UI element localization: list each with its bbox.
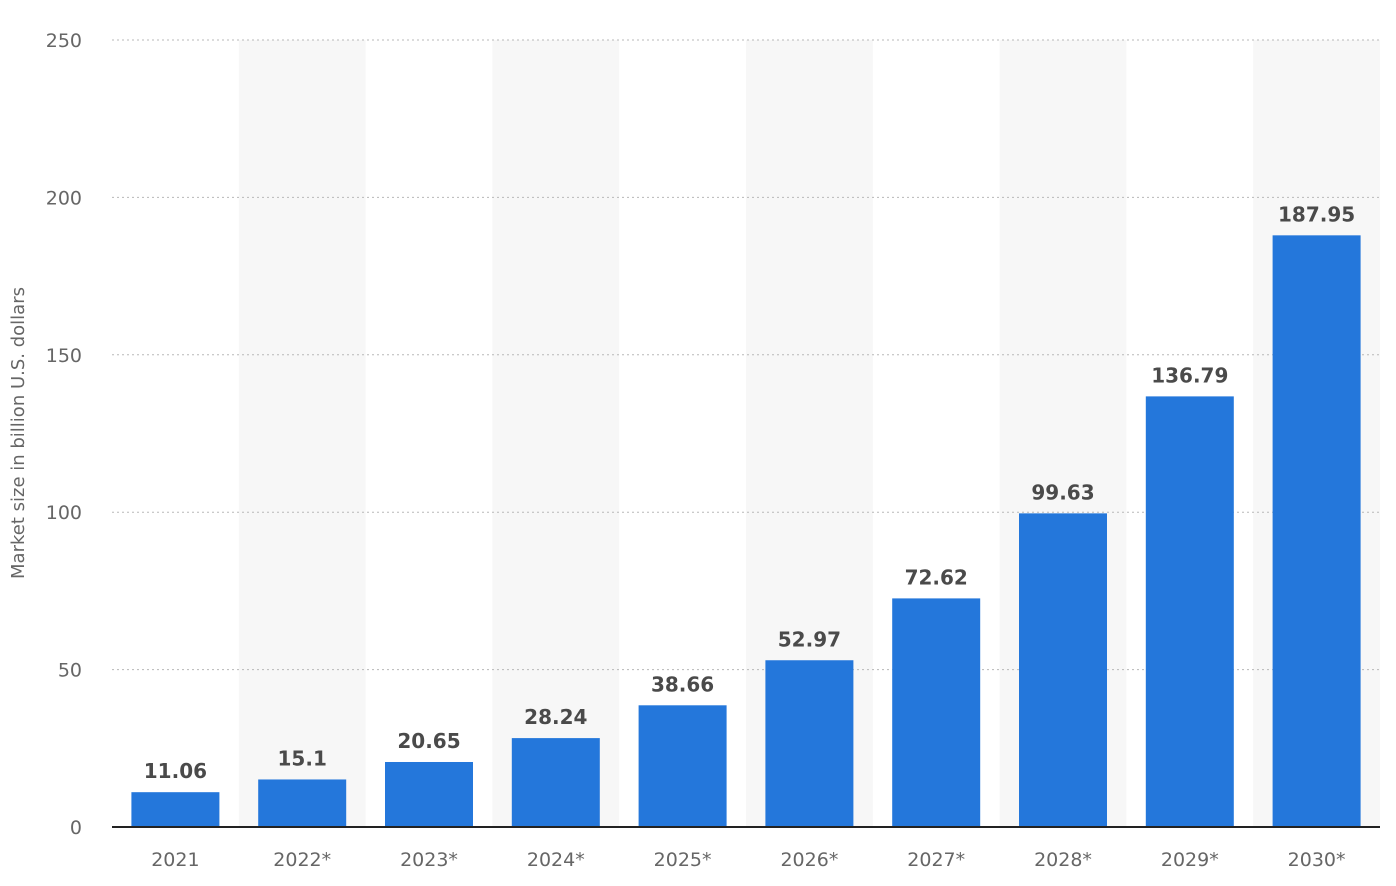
data-label: 28.24 bbox=[524, 705, 587, 729]
data-labels: 11.06 15.1 20.65 28.24 38.66 52.97 72.62 99.63 1… bbox=[144, 202, 1355, 783]
y-tick-label: 50 bbox=[58, 660, 82, 682]
bars bbox=[131, 235, 1361, 828]
column-band bbox=[238, 40, 366, 827]
data-label: 38.66 bbox=[651, 672, 714, 696]
data-label: 99.63 bbox=[1031, 480, 1094, 504]
bar[interactable] bbox=[765, 660, 854, 827]
column-band bbox=[492, 40, 620, 827]
bar[interactable] bbox=[1145, 396, 1234, 827]
x-tick-label: 2025* bbox=[654, 849, 712, 871]
data-label: 11.06 bbox=[144, 759, 207, 783]
bar[interactable] bbox=[1272, 235, 1361, 828]
y-tick-label: 250 bbox=[46, 30, 82, 52]
x-tick-label: 2027* bbox=[907, 849, 965, 871]
x-tick-label: 2022* bbox=[273, 849, 331, 871]
data-label: 20.65 bbox=[397, 729, 460, 753]
data-label: 52.97 bbox=[778, 627, 841, 651]
x-tick-label: 2024* bbox=[527, 849, 585, 871]
x-tick-label: 2028* bbox=[1034, 849, 1092, 871]
bar[interactable] bbox=[1019, 513, 1107, 827]
x-axis-ticks: 2021 2022* 2023* 2024* 2025* 2026* 2027* 2028* 2… bbox=[151, 849, 1345, 871]
bar[interactable] bbox=[892, 598, 981, 827]
x-tick-label: 2023* bbox=[400, 849, 458, 871]
y-tick-label: 100 bbox=[46, 502, 82, 524]
x-tick-label: 2030* bbox=[1288, 849, 1346, 871]
x-tick-label: 2026* bbox=[780, 849, 838, 871]
data-label: 187.95 bbox=[1278, 202, 1355, 226]
bar[interactable] bbox=[258, 779, 347, 827]
bar[interactable] bbox=[385, 761, 473, 827]
y-axis-title: Market size in billion U.S. dollars bbox=[8, 287, 29, 579]
data-label: 15.1 bbox=[278, 746, 327, 770]
y-tick-label: 150 bbox=[46, 345, 82, 367]
y-tick-label: 0 bbox=[70, 817, 82, 839]
y-axis-ticks: 0 50 100 150 200 250 bbox=[46, 30, 82, 839]
bar[interactable] bbox=[638, 705, 727, 827]
data-label: 72.62 bbox=[905, 565, 968, 589]
y-tick-label: 200 bbox=[46, 187, 82, 209]
bar[interactable] bbox=[511, 738, 600, 827]
x-tick-label: 2021 bbox=[151, 849, 199, 871]
data-label: 136.79 bbox=[1151, 363, 1228, 387]
x-tick-label: 2029* bbox=[1161, 849, 1219, 871]
bar[interactable] bbox=[131, 792, 220, 827]
